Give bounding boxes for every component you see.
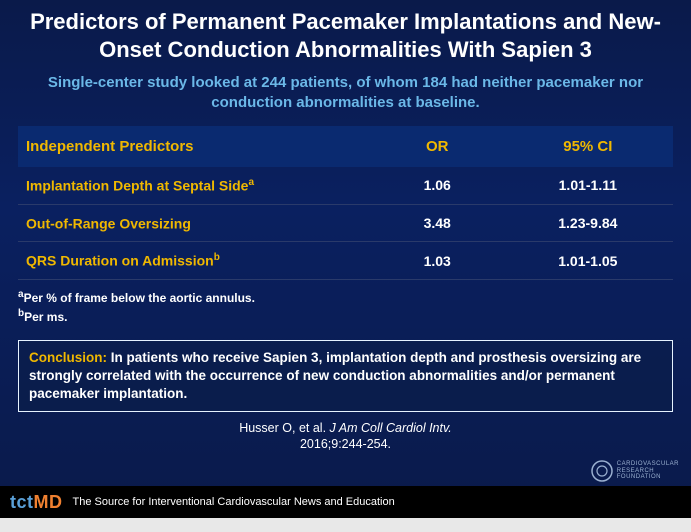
- predictor-sup: a: [248, 177, 254, 188]
- ci-cell: 1.23-9.84: [503, 204, 673, 242]
- crf-line2: RESEARCH: [617, 468, 679, 475]
- or-cell: 1.03: [372, 242, 503, 280]
- footer-bar: tctMD The Source for Interventional Card…: [0, 486, 691, 518]
- predictor-sup: b: [214, 252, 220, 263]
- crf-logo: CARDIOVASCULAR RESEARCH FOUNDATION: [591, 460, 679, 482]
- logo-part1: tct: [10, 492, 34, 512]
- logo-part2: MD: [34, 492, 63, 512]
- slide-title: Predictors of Permanent Pacemaker Implan…: [0, 0, 691, 67]
- crf-icon: [591, 460, 613, 482]
- conclusion-label: Conclusion:: [29, 350, 107, 365]
- crf-text: CARDIOVASCULAR RESEARCH FOUNDATION: [617, 461, 679, 481]
- footnote-b-text: Per ms.: [24, 310, 67, 324]
- predictor-text: QRS Duration on Admission: [26, 253, 214, 269]
- table-row: Out-of-Range Oversizing 3.48 1.23-9.84: [18, 204, 673, 242]
- table-row: QRS Duration on Admissionb 1.03 1.01-1.0…: [18, 242, 673, 280]
- predictor-cell: Out-of-Range Oversizing: [18, 204, 372, 242]
- citation-ref: 2016;9:244-254.: [300, 437, 391, 451]
- col-header-ci: 95% CI: [503, 126, 673, 167]
- ci-cell: 1.01-1.05: [503, 242, 673, 280]
- citation-journal: J Am Coll Cardiol Intv.: [330, 421, 452, 435]
- slide-subtitle: Single-center study looked at 244 patien…: [0, 67, 691, 122]
- conclusion-box: Conclusion: In patients who receive Sapi…: [18, 340, 673, 413]
- crf-line3: FOUNDATION: [617, 474, 679, 481]
- citation-authors: Husser O, et al.: [239, 421, 329, 435]
- crf-line1: CARDIOVASCULAR: [617, 461, 679, 468]
- table-header-row: Independent Predictors OR 95% CI: [18, 126, 673, 167]
- or-cell: 3.48: [372, 204, 503, 242]
- footnotes: aPer % of frame below the aortic annulus…: [18, 288, 673, 326]
- predictors-table: Independent Predictors OR 95% CI Implant…: [18, 126, 673, 280]
- col-header-predictors: Independent Predictors: [18, 126, 372, 167]
- predictor-cell: Implantation Depth at Septal Sidea: [18, 167, 372, 204]
- citation: Husser O, et al. J Am Coll Cardiol Intv.…: [0, 420, 691, 453]
- or-cell: 1.06: [372, 167, 503, 204]
- predictors-table-wrap: Independent Predictors OR 95% CI Implant…: [18, 126, 673, 280]
- footer-tagline: The Source for Interventional Cardiovasc…: [73, 496, 395, 508]
- tctmd-logo: tctMD: [10, 492, 63, 513]
- footnote-a-text: Per % of frame below the aortic annulus.: [24, 291, 255, 305]
- conclusion-text: In patients who receive Sapien 3, implan…: [29, 350, 641, 401]
- table-row: Implantation Depth at Septal Sidea 1.06 …: [18, 167, 673, 204]
- ci-cell: 1.01-1.11: [503, 167, 673, 204]
- footnote-b: bPer ms.: [18, 307, 673, 326]
- predictor-text: Out-of-Range Oversizing: [26, 215, 191, 231]
- slide: Predictors of Permanent Pacemaker Implan…: [0, 0, 691, 518]
- col-header-or: OR: [372, 126, 503, 167]
- footnote-a: aPer % of frame below the aortic annulus…: [18, 288, 673, 307]
- predictor-cell: QRS Duration on Admissionb: [18, 242, 372, 280]
- predictor-text: Implantation Depth at Septal Side: [26, 178, 248, 194]
